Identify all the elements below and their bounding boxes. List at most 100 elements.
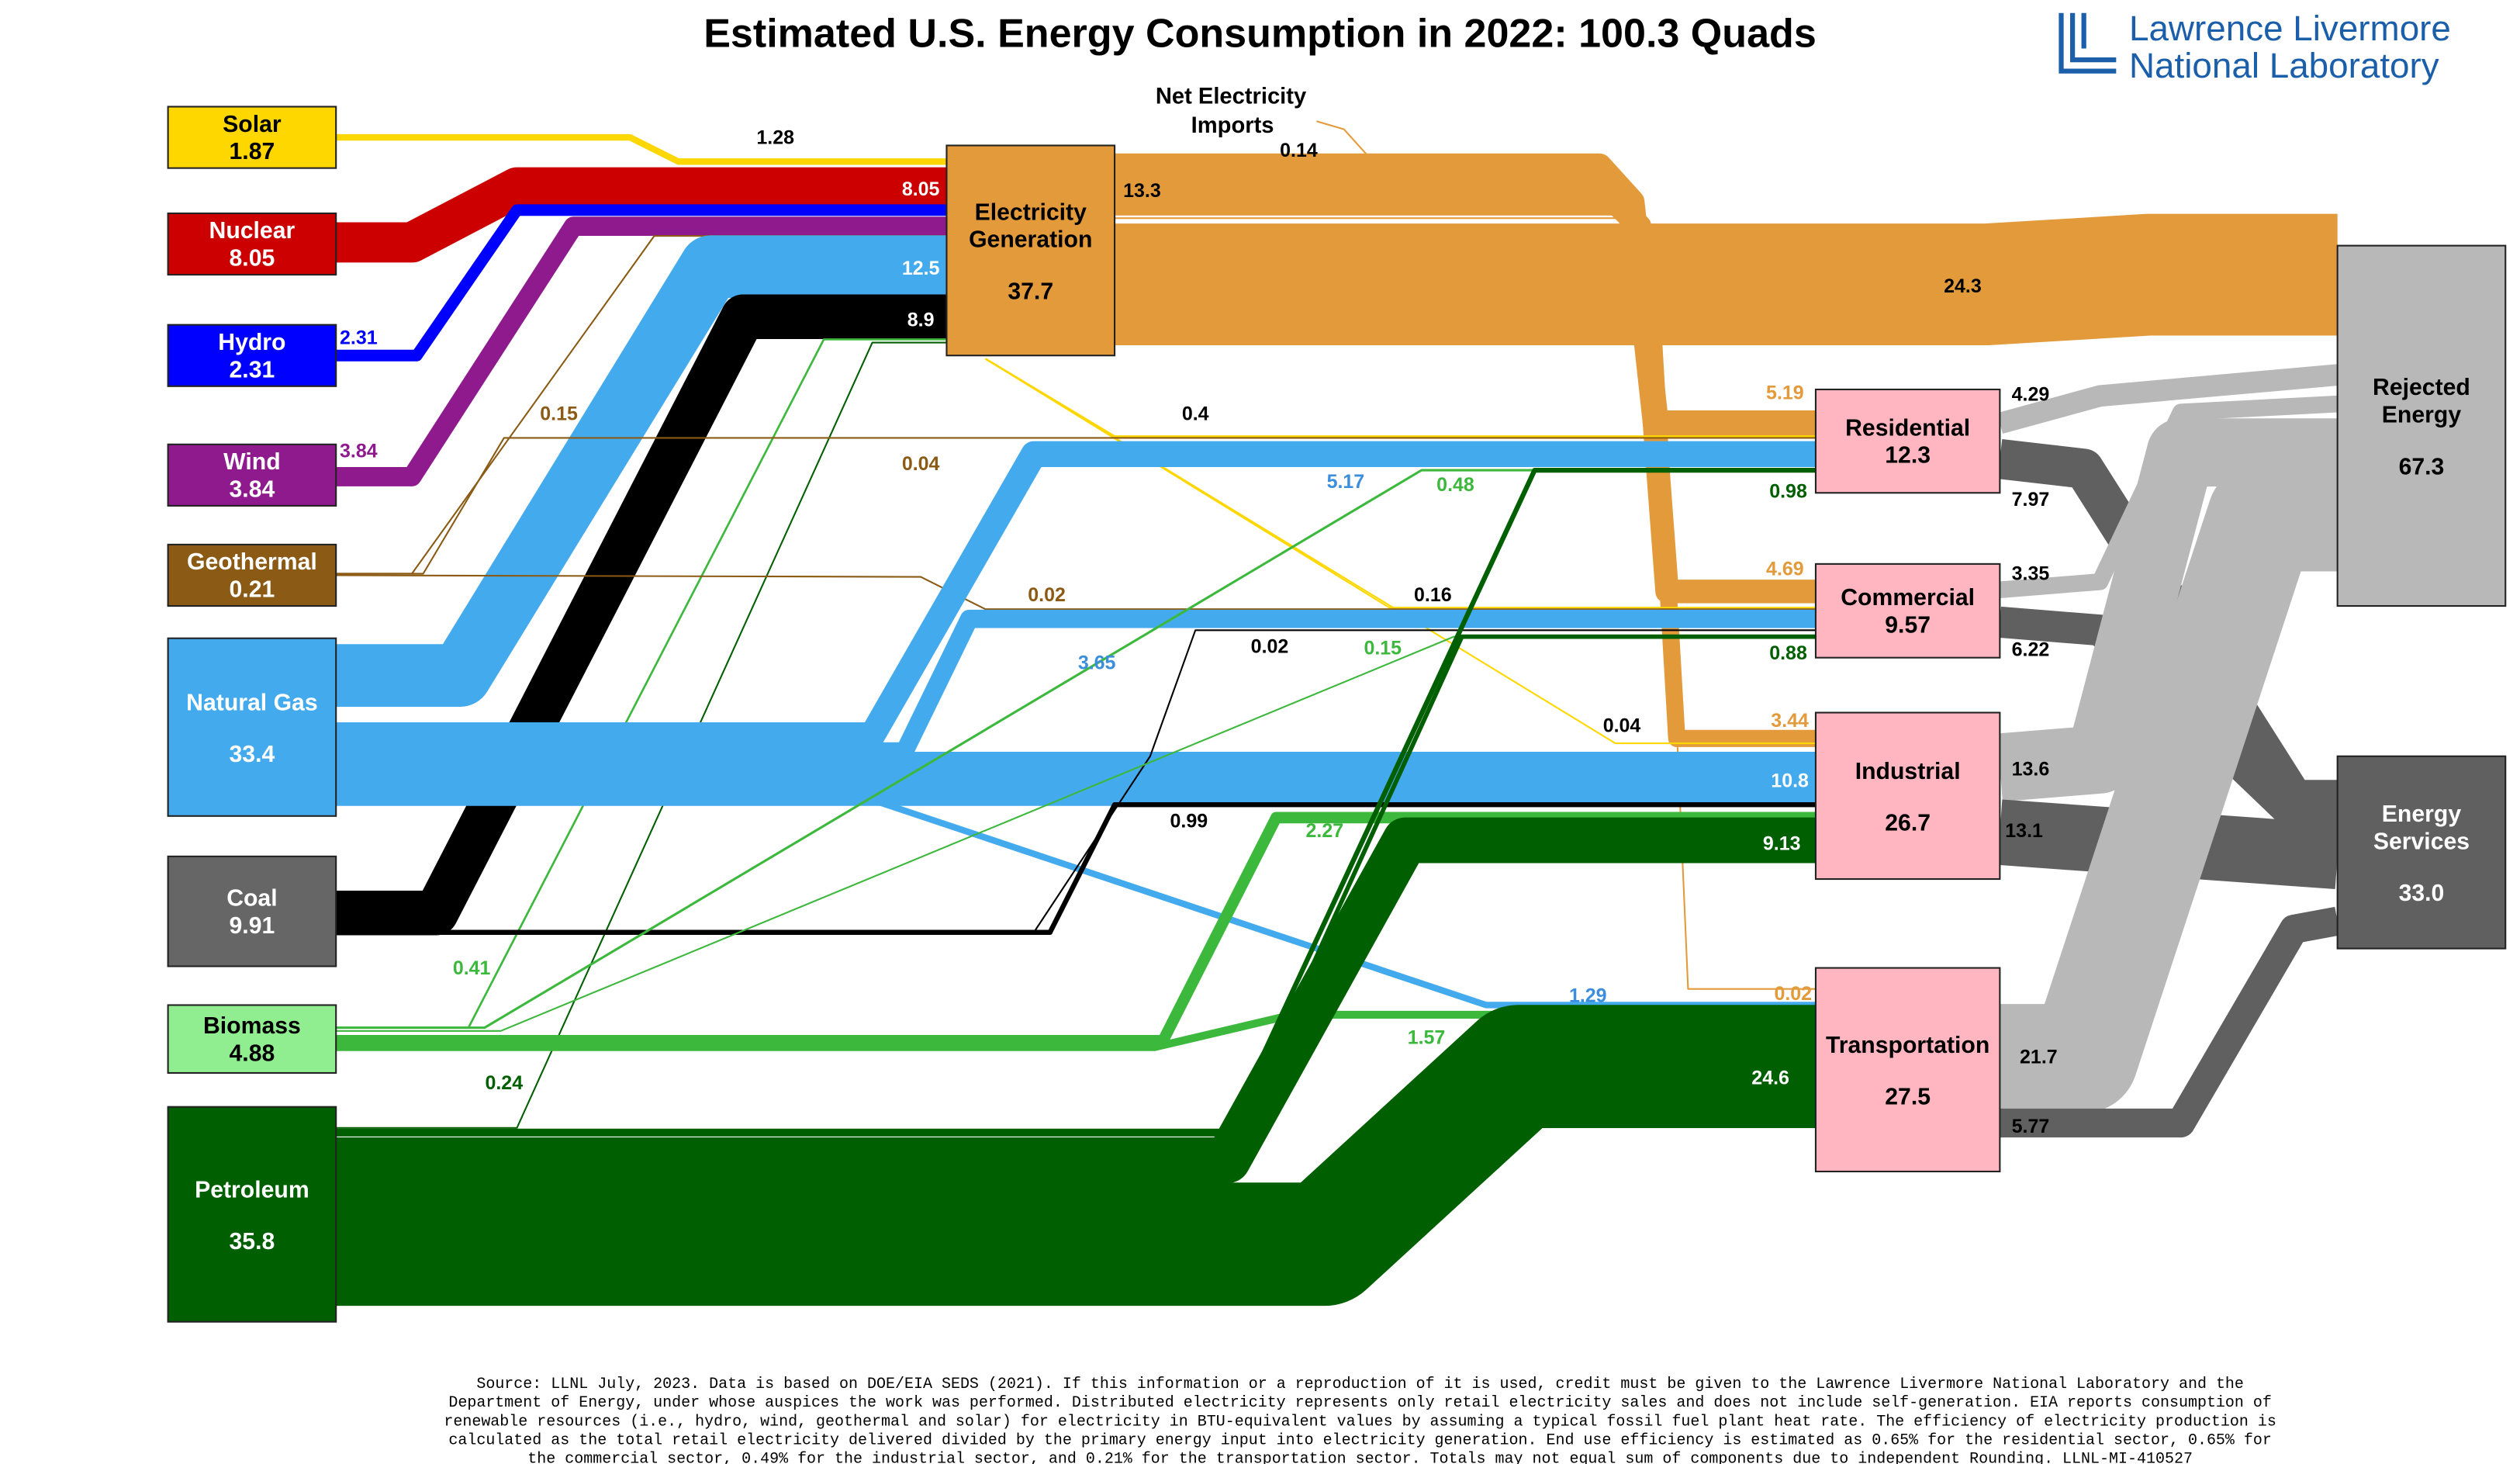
node-biomass-box [167, 1004, 337, 1074]
flow-residential-to-rejected [1996, 364, 2339, 434]
node-wind-value: 3.84 [230, 476, 275, 502]
flow-label-solar-to-commercial: 0.16 [1414, 584, 1452, 606]
flow-electricity-to-rejected [1115, 213, 2338, 346]
flow-transportation-to-services [2000, 906, 2341, 1138]
footnote-line: calculated as the total retail electrici… [448, 1432, 2272, 1450]
flow-industrial-to-rejected [1996, 418, 2338, 802]
flow-label-solar-to-electricity: 1.28 [756, 126, 794, 148]
node-rejected-value: 67.3 [2399, 454, 2445, 479]
node-geothermal-box [167, 543, 337, 607]
flow-label-natural_gas-to-industrial: 10.8 [1771, 770, 1809, 791]
flow-label-electricity-to-residential: 5.19 [1766, 382, 1804, 403]
node-solar-value: 1.87 [230, 139, 275, 164]
flow-natural_gas-to-commercial [336, 609, 1816, 761]
footnote-line: Department of Energy, under whose auspic… [448, 1394, 2272, 1412]
flow-label-commercial-to-rejected: 3.35 [2012, 563, 2050, 585]
flow-label-solar-to-industrial: 0.04 [1603, 715, 1641, 737]
flow-label-natural_gas-to-transportation: 1.29 [1569, 985, 1607, 1006]
node-hydro-value: 2.31 [230, 357, 275, 382]
node-coal-value: 9.91 [230, 913, 275, 939]
flow-label-imports-to-electricity: 0.14 [1280, 140, 1318, 161]
node-electricity-value: 37.7 [1008, 279, 1053, 304]
node-hydro-name: Hydro [218, 330, 285, 355]
node-residential-value: 12.3 [1885, 443, 1931, 469]
node-residential-box [1814, 388, 2001, 494]
node-residential-name: Residential [1845, 415, 1970, 441]
node-biomass-name: Biomass [203, 1013, 301, 1039]
flow-label-electricity-to-rejected: 24.3 [1944, 275, 1982, 297]
node-transportation-box [1814, 967, 2001, 1173]
node-petroleum: Petroleum 35.8 [167, 1106, 337, 1323]
footnote-line: the commercial sector, 0.49% for the ind… [527, 1451, 2193, 1464]
flow-nuclear-to-electricity [336, 167, 947, 263]
node-natural_gas-name: Natural Gas [186, 690, 317, 715]
node-services-value: 33.0 [2399, 881, 2445, 906]
node-industrial-name: Industrial [1855, 759, 1961, 784]
flows-layer [336, 120, 2341, 1307]
flow-coal-to-industrial [336, 802, 1816, 935]
flow-label-petroleum-to-commercial: 0.88 [1769, 642, 1807, 664]
node-electricity-name: Generation [969, 227, 1092, 253]
flow-label-coal-to-industrial: 0.99 [1170, 810, 1208, 832]
flow-label-coal-to-commercial: 0.02 [1251, 635, 1289, 657]
flow-solar-to-industrial [984, 358, 1816, 745]
footnote-line: Source: LLNL July, 2023. Data is based o… [476, 1376, 2244, 1393]
node-industrial: Industrial 26.7 [1814, 711, 2001, 881]
node-nuclear-box [167, 212, 337, 276]
node-rejected-box [2336, 244, 2507, 607]
node-nuclear-value: 8.05 [230, 246, 275, 272]
node-commercial-box [1814, 562, 2001, 659]
llnl-logo: Lawrence Livermore National Laboratory [2059, 9, 2451, 85]
node-biomass-value: 4.88 [230, 1040, 275, 1066]
imports-label-line-2: Imports [1191, 113, 1274, 138]
flow-label-coal-to-electricity: 8.9 [907, 310, 935, 331]
flow-geothermal-to-commercial [336, 574, 1816, 611]
flow-label-industrial-to-rejected: 13.6 [2012, 759, 2050, 780]
flow-wind-to-electricity [336, 216, 947, 486]
node-wind-name: Wind [223, 449, 281, 475]
llnl-logo-mark-icon [2059, 12, 2117, 74]
flow-geothermal-to-residential [336, 437, 1816, 575]
flow-natural_gas-to-electricity [336, 235, 947, 707]
flow-label-wind-to-electricity: 3.84 [340, 440, 378, 462]
flow-label-solar-to-residential: 0.4 [1182, 403, 1209, 425]
flow-petroleum-to-industrial [336, 817, 1816, 1183]
flow-label-geothermal-to-electricity: 0.15 [540, 403, 578, 425]
node-electricity-name: Electricity [975, 199, 1087, 225]
node-transportation: Transportation 27.5 [1814, 967, 2001, 1173]
flow-label-petroleum-to-residential: 0.98 [1769, 481, 1807, 503]
node-industrial-value: 26.7 [1885, 811, 1931, 836]
flow-label-residential-to-rejected: 4.29 [2012, 384, 2050, 406]
flow-label-natural_gas-to-commercial: 3.65 [1078, 652, 1116, 673]
node-natural_gas: Natural Gas 33.4 [167, 637, 337, 817]
node-natural_gas-box [167, 637, 337, 817]
node-hydro-box [167, 324, 337, 387]
flow-label-petroleum-to-electricity: 0.24 [485, 1072, 523, 1094]
flow-petroleum-to-transportation [336, 1005, 1816, 1307]
flow-label-biomass-to-industrial: 2.27 [1305, 820, 1343, 842]
node-petroleum-box [167, 1106, 337, 1323]
node-commercial-name: Commercial [1841, 585, 1975, 611]
flow-label-biomass-to-electricity: 0.41 [453, 957, 491, 979]
flow-hydro-to-electricity [336, 204, 947, 362]
flow-transportation-to-rejected [2000, 462, 2338, 1113]
flow-label-petroleum-to-industrial: 9.13 [1763, 833, 1801, 855]
nodes-layer: Solar1.87Nuclear8.05Hydro2.31Wind3.84Geo… [167, 106, 2507, 1323]
imports-label-line-1: Net Electricity [1156, 84, 1307, 109]
node-rejected-name: Rejected [2373, 375, 2470, 400]
flow-petroleum-to-residential [336, 467, 1816, 1134]
flow-label-natural_gas-to-residential: 5.17 [1327, 471, 1365, 493]
footnote-line: renewable resources (i.e., hydro, wind, … [444, 1413, 2276, 1431]
node-solar-name: Solar [223, 112, 282, 137]
flow-petroleum-to-commercial [336, 634, 1816, 1137]
node-electricity-box [945, 144, 1116, 357]
